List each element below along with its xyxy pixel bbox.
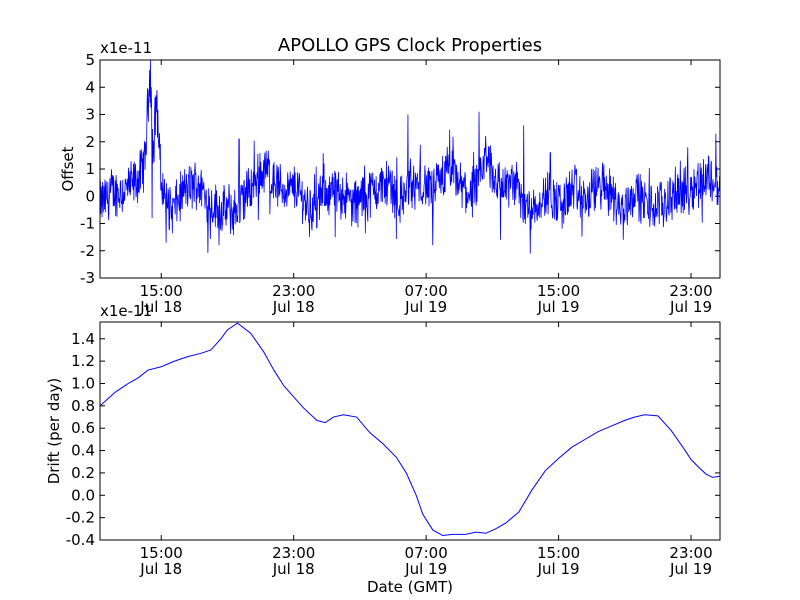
x-tick-time-label: 15:00 — [140, 544, 183, 562]
drift-plot-frame — [99, 321, 721, 541]
x-tick-time-label: 23:00 — [669, 282, 712, 300]
y-tick-label: 1.2 — [71, 352, 95, 370]
y-tick-label: 0.4 — [71, 442, 95, 460]
offset-series-line — [99, 59, 721, 254]
y-tick-label: 0.0 — [71, 486, 95, 504]
x-tick-date-label: Jul 19 — [404, 560, 447, 578]
x-tick-date-label: Jul 18 — [272, 298, 315, 316]
y-tick-label: -3 — [80, 269, 95, 287]
x-tick-time-label: 15:00 — [140, 282, 183, 300]
figure-title: APOLLO GPS Clock Properties — [278, 35, 542, 56]
x-tick-time-label: 15:00 — [537, 544, 580, 562]
x-tick-date-label: Jul 18 — [139, 560, 182, 578]
y-tick-label: -2 — [80, 242, 95, 260]
offset-line-path — [99, 59, 721, 254]
y-tick-label: 0.8 — [71, 397, 95, 415]
x-tick-date-label: Jul 19 — [537, 560, 580, 578]
drift-line-path — [99, 322, 721, 537]
y-tick-label: -0.4 — [66, 531, 95, 549]
x-tick-time-label: 23:00 — [272, 282, 315, 300]
y-tick-label: -1 — [80, 215, 95, 233]
offset-plot-frame — [99, 59, 721, 279]
x-tick-date-label: Jul 18 — [272, 560, 315, 578]
x-tick-date-label: Jul 19 — [669, 560, 712, 578]
offset-multiplier-text: x1e-11 — [100, 39, 152, 57]
offset-y-axis-label: Offset — [59, 146, 77, 191]
y-tick-label: 1.4 — [71, 330, 95, 348]
y-tick-label: 2 — [85, 133, 95, 151]
y-tick-label: 5 — [85, 51, 95, 69]
drift-y-axis-label: Drift (per day) — [45, 378, 63, 485]
y-tick-label: 3 — [85, 106, 95, 124]
x-tick-time-label: 23:00 — [669, 544, 712, 562]
drift-series-line — [99, 322, 721, 537]
x-tick-time-label: 23:00 — [272, 544, 315, 562]
y-tick-label: -0.2 — [66, 509, 95, 527]
x-tick-time-label: 07:00 — [405, 544, 448, 562]
y-tick-label: 0.6 — [71, 419, 95, 437]
y-tick-label: 0.2 — [71, 464, 95, 482]
x-tick-date-label: Jul 19 — [669, 298, 712, 316]
x-tick-time-label: 07:00 — [405, 282, 448, 300]
drift-multiplier-text: x1e-11 — [100, 302, 152, 320]
y-tick-label: 1 — [85, 160, 95, 178]
x-tick-time-label: 15:00 — [537, 282, 580, 300]
x-tick-date-label: Jul 19 — [537, 298, 580, 316]
x-axis-label: Date (GMT) — [367, 578, 453, 596]
y-tick-label: 1.0 — [71, 374, 95, 392]
y-tick-label: 4 — [85, 78, 95, 96]
x-tick-date-label: Jul 19 — [404, 298, 447, 316]
x-tick-date-label: Jul 18 — [139, 298, 182, 316]
y-tick-label: 0 — [85, 187, 95, 205]
